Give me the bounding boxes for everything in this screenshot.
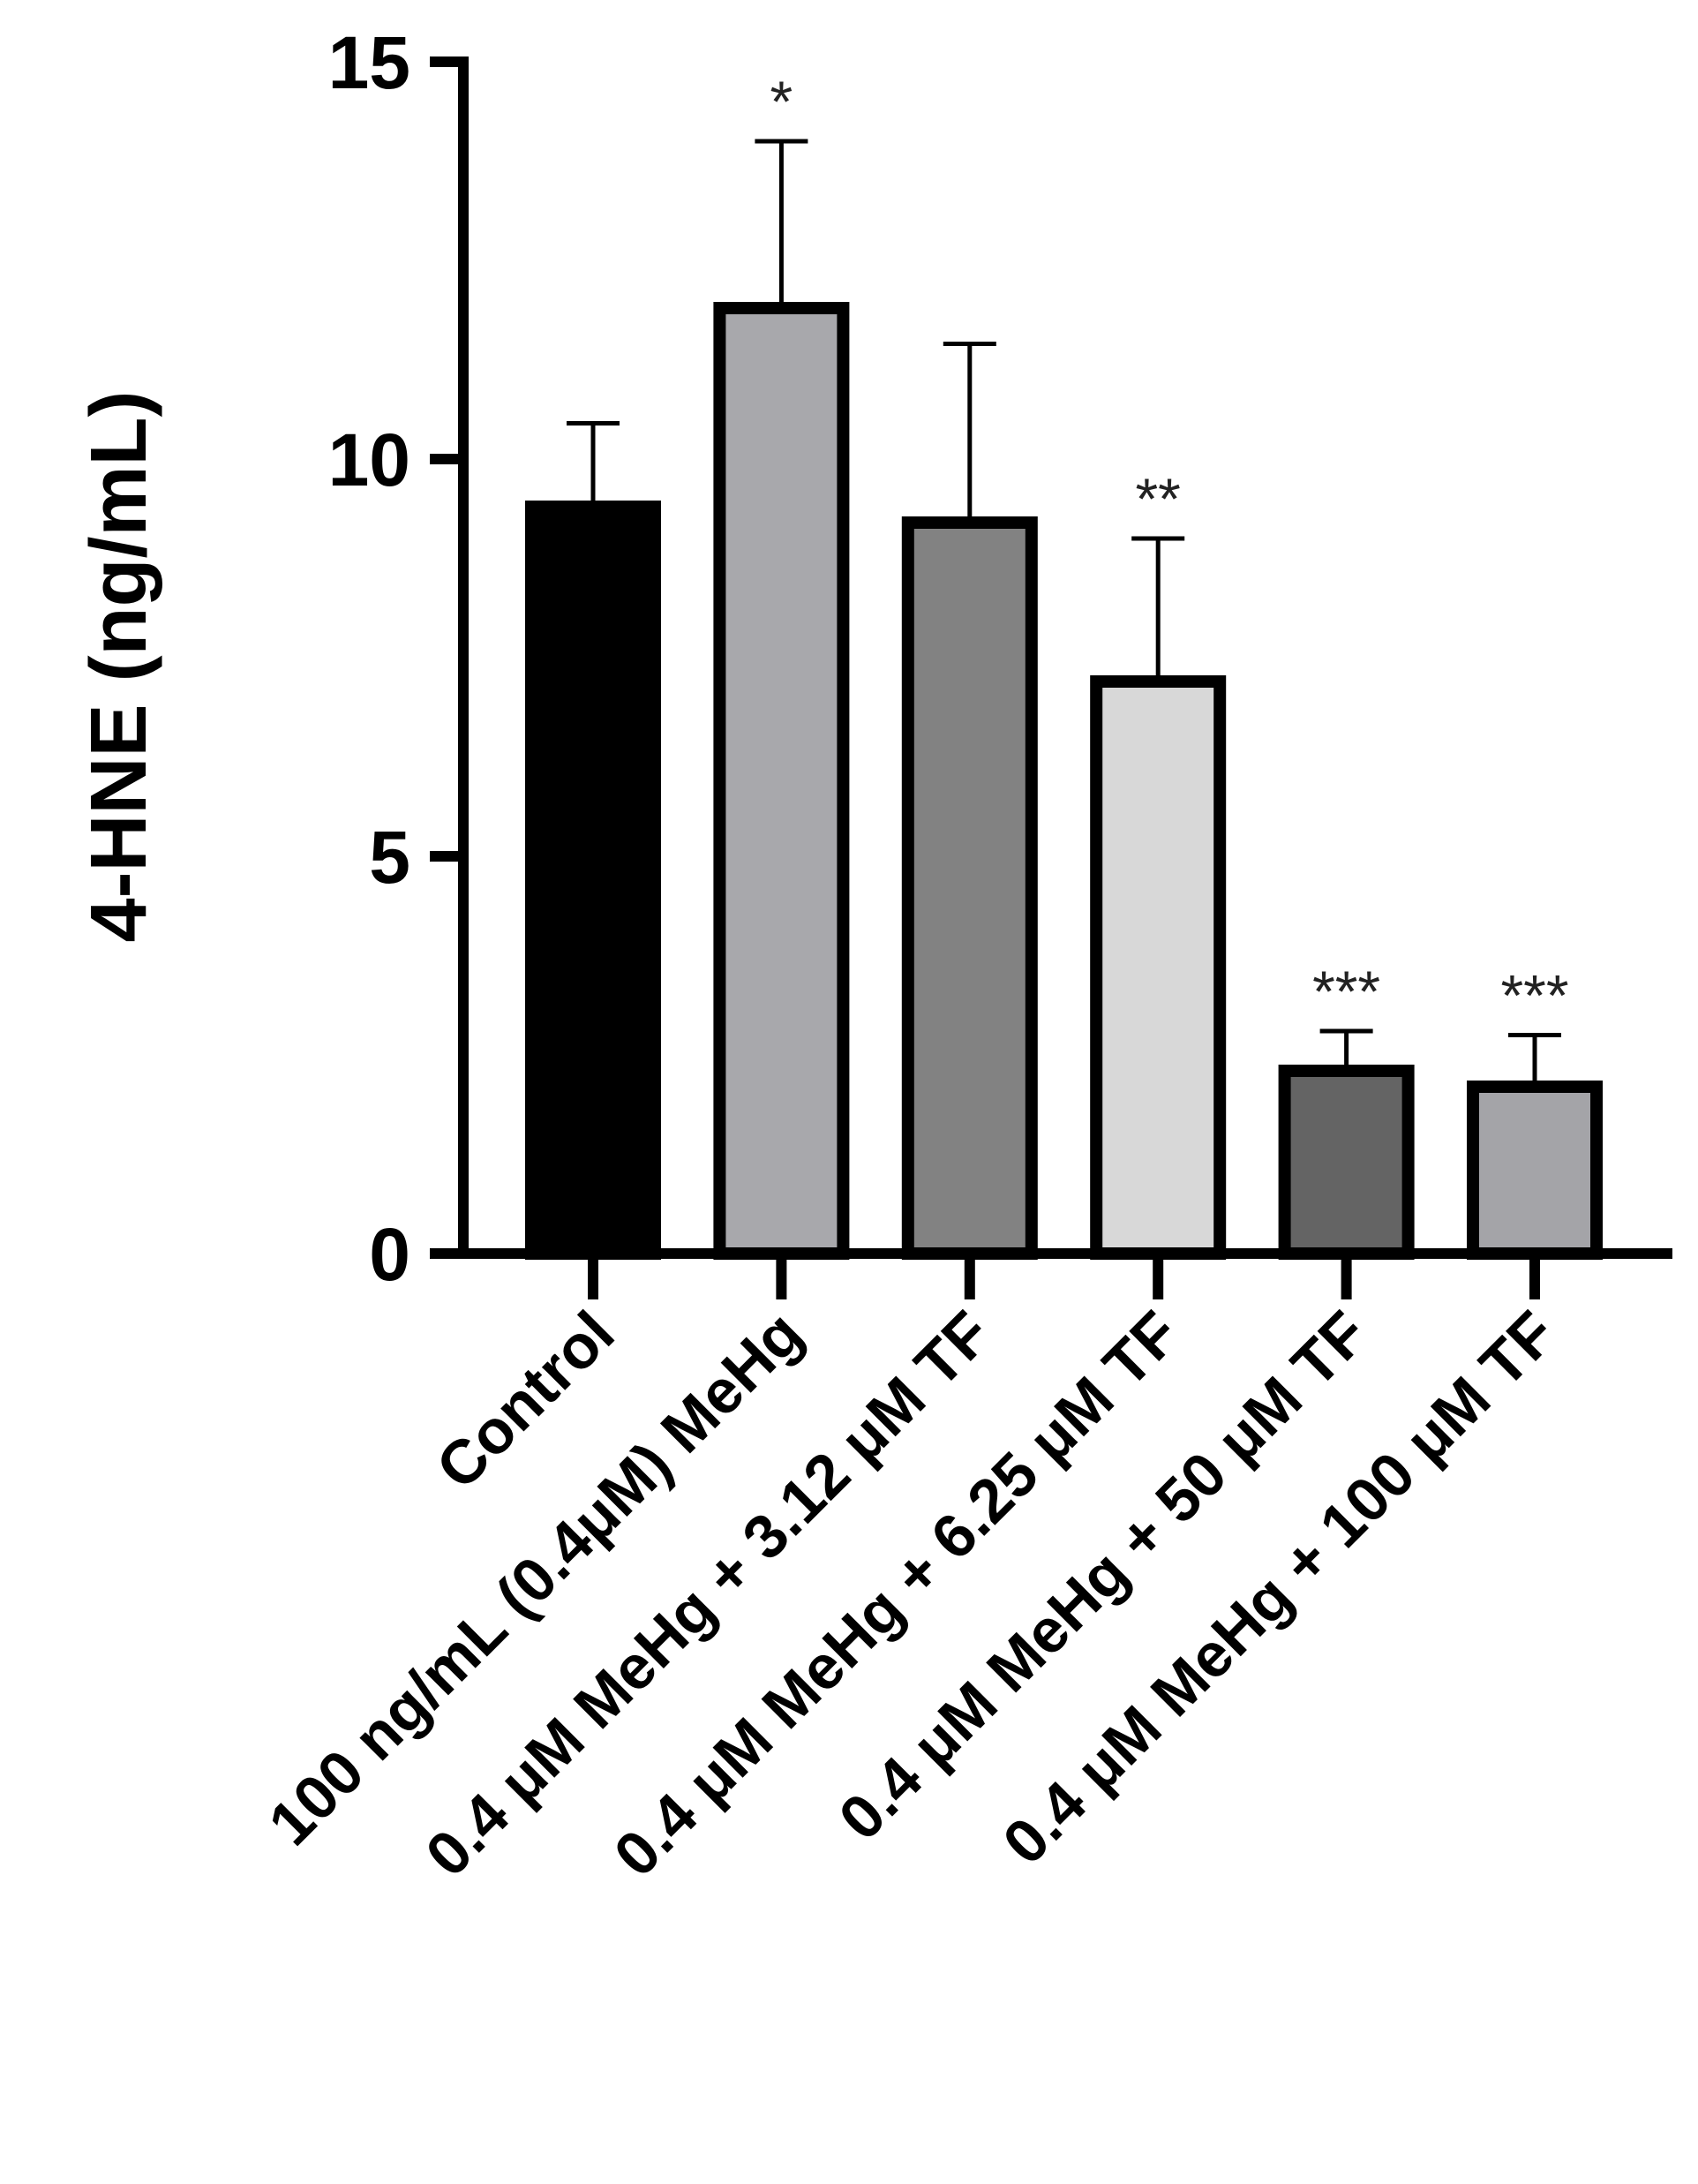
- axes: [458, 56, 1672, 1259]
- bar: [1467, 1081, 1603, 1260]
- significance-label: *: [770, 69, 793, 134]
- y-tick-label: 10: [328, 418, 410, 501]
- bar: [525, 501, 661, 1260]
- bar: [901, 516, 1038, 1260]
- significance-label: **: [1136, 466, 1181, 531]
- y-axis-title: 4-HNE (ng/mL): [75, 391, 163, 943]
- y-tick-label: 5: [369, 816, 410, 899]
- y-tick-label: 0: [369, 1213, 410, 1296]
- significance-label: ***: [1500, 963, 1568, 1028]
- significance-markers: ****** ***: [770, 69, 1569, 1028]
- significance-label: ***: [1312, 959, 1380, 1024]
- bar: [713, 302, 850, 1260]
- bars: [525, 302, 1603, 1260]
- error-bars: [567, 139, 1561, 1087]
- y-axis-ticks: 0 5 10 15: [328, 21, 463, 1296]
- x-axis-ticks: [588, 1254, 1540, 1299]
- y-tick-label: 15: [328, 21, 410, 104]
- bar: [1090, 675, 1227, 1260]
- bar: [1278, 1065, 1415, 1260]
